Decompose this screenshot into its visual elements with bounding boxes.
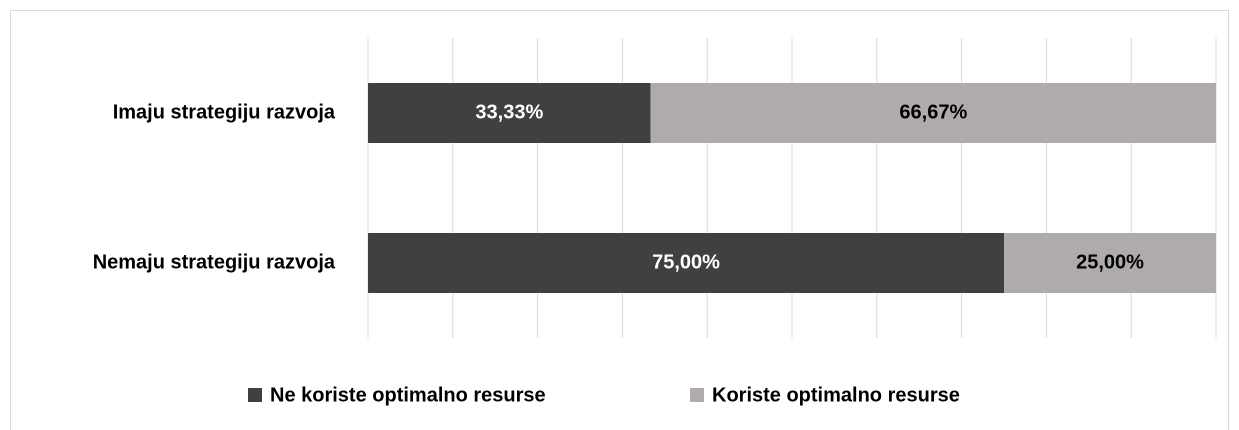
- bar-segment: [368, 83, 651, 143]
- legend-swatch: [690, 388, 704, 402]
- legend-label: Ne koriste optimalno resurse: [270, 384, 546, 406]
- bar-segment: [368, 233, 1004, 293]
- data-label: 66,67%: [899, 101, 967, 123]
- bar-segment: [650, 83, 1216, 143]
- y-tick-label: Nemaju strategiju razvoja: [93, 251, 336, 273]
- y-tick-label: Imaju strategiju razvoja: [113, 101, 336, 123]
- data-label: 25,00%: [1076, 251, 1144, 273]
- data-label: 75,00%: [652, 251, 720, 273]
- data-label: 33,33%: [475, 101, 543, 123]
- legend-label: Koriste optimalno resurse: [712, 384, 960, 406]
- bar-segment: [1004, 233, 1216, 293]
- legend-swatch: [248, 388, 262, 402]
- chart-frame: [10, 10, 1229, 430]
